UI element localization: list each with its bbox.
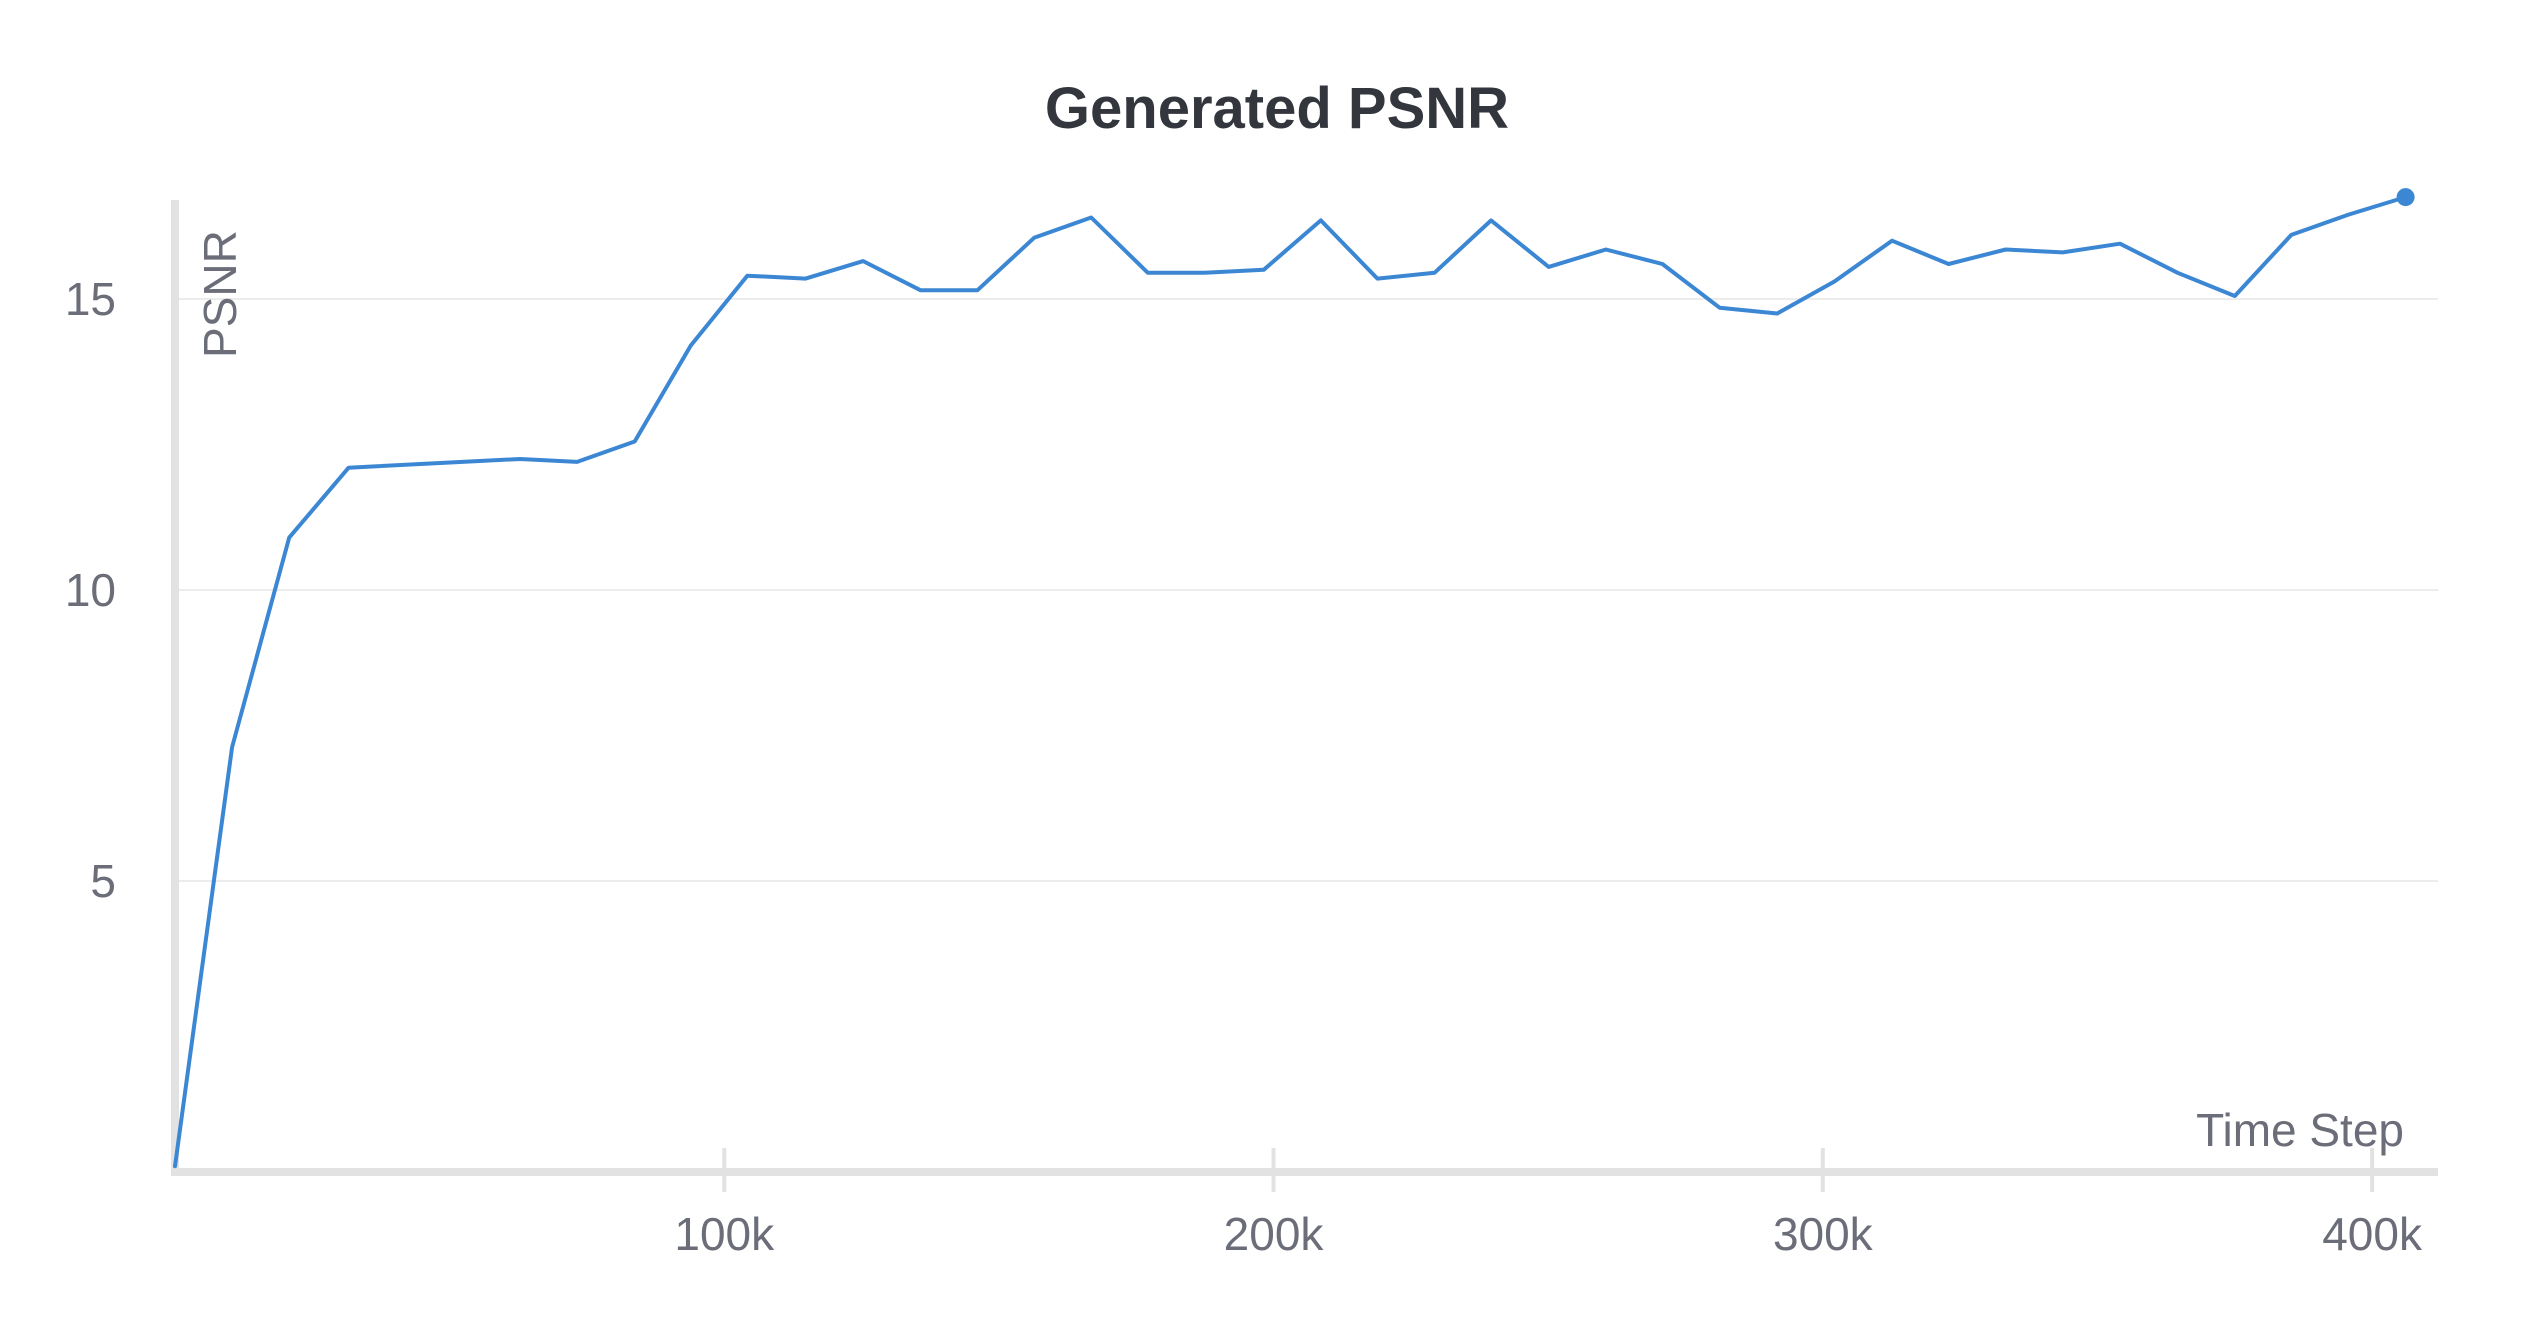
x-tick-label: 100k: [674, 1208, 775, 1260]
x-tick-label: 300k: [1773, 1208, 1874, 1260]
label-layer: 5 10 15 100k 200k 300k 400k: [65, 273, 2423, 1260]
last-point-marker: [2396, 188, 2415, 207]
grid-layer: [175, 297, 2438, 882]
series-layer: [173, 188, 2415, 1169]
y-tick-label: 5: [90, 855, 116, 907]
x-tick-label: 200k: [1224, 1208, 1325, 1260]
y-tick-label: 10: [65, 564, 116, 616]
x-axis-label: Time Step: [2196, 1104, 2404, 1156]
series-line: [173, 195, 2408, 1169]
y-axis-label: PSNR: [194, 230, 246, 358]
x-tick-label: 400k: [2322, 1208, 2423, 1260]
axis-layer: [171, 200, 2438, 1192]
chart-title: Generated PSNR: [1045, 76, 1509, 141]
y-tick-label: 15: [65, 273, 116, 325]
